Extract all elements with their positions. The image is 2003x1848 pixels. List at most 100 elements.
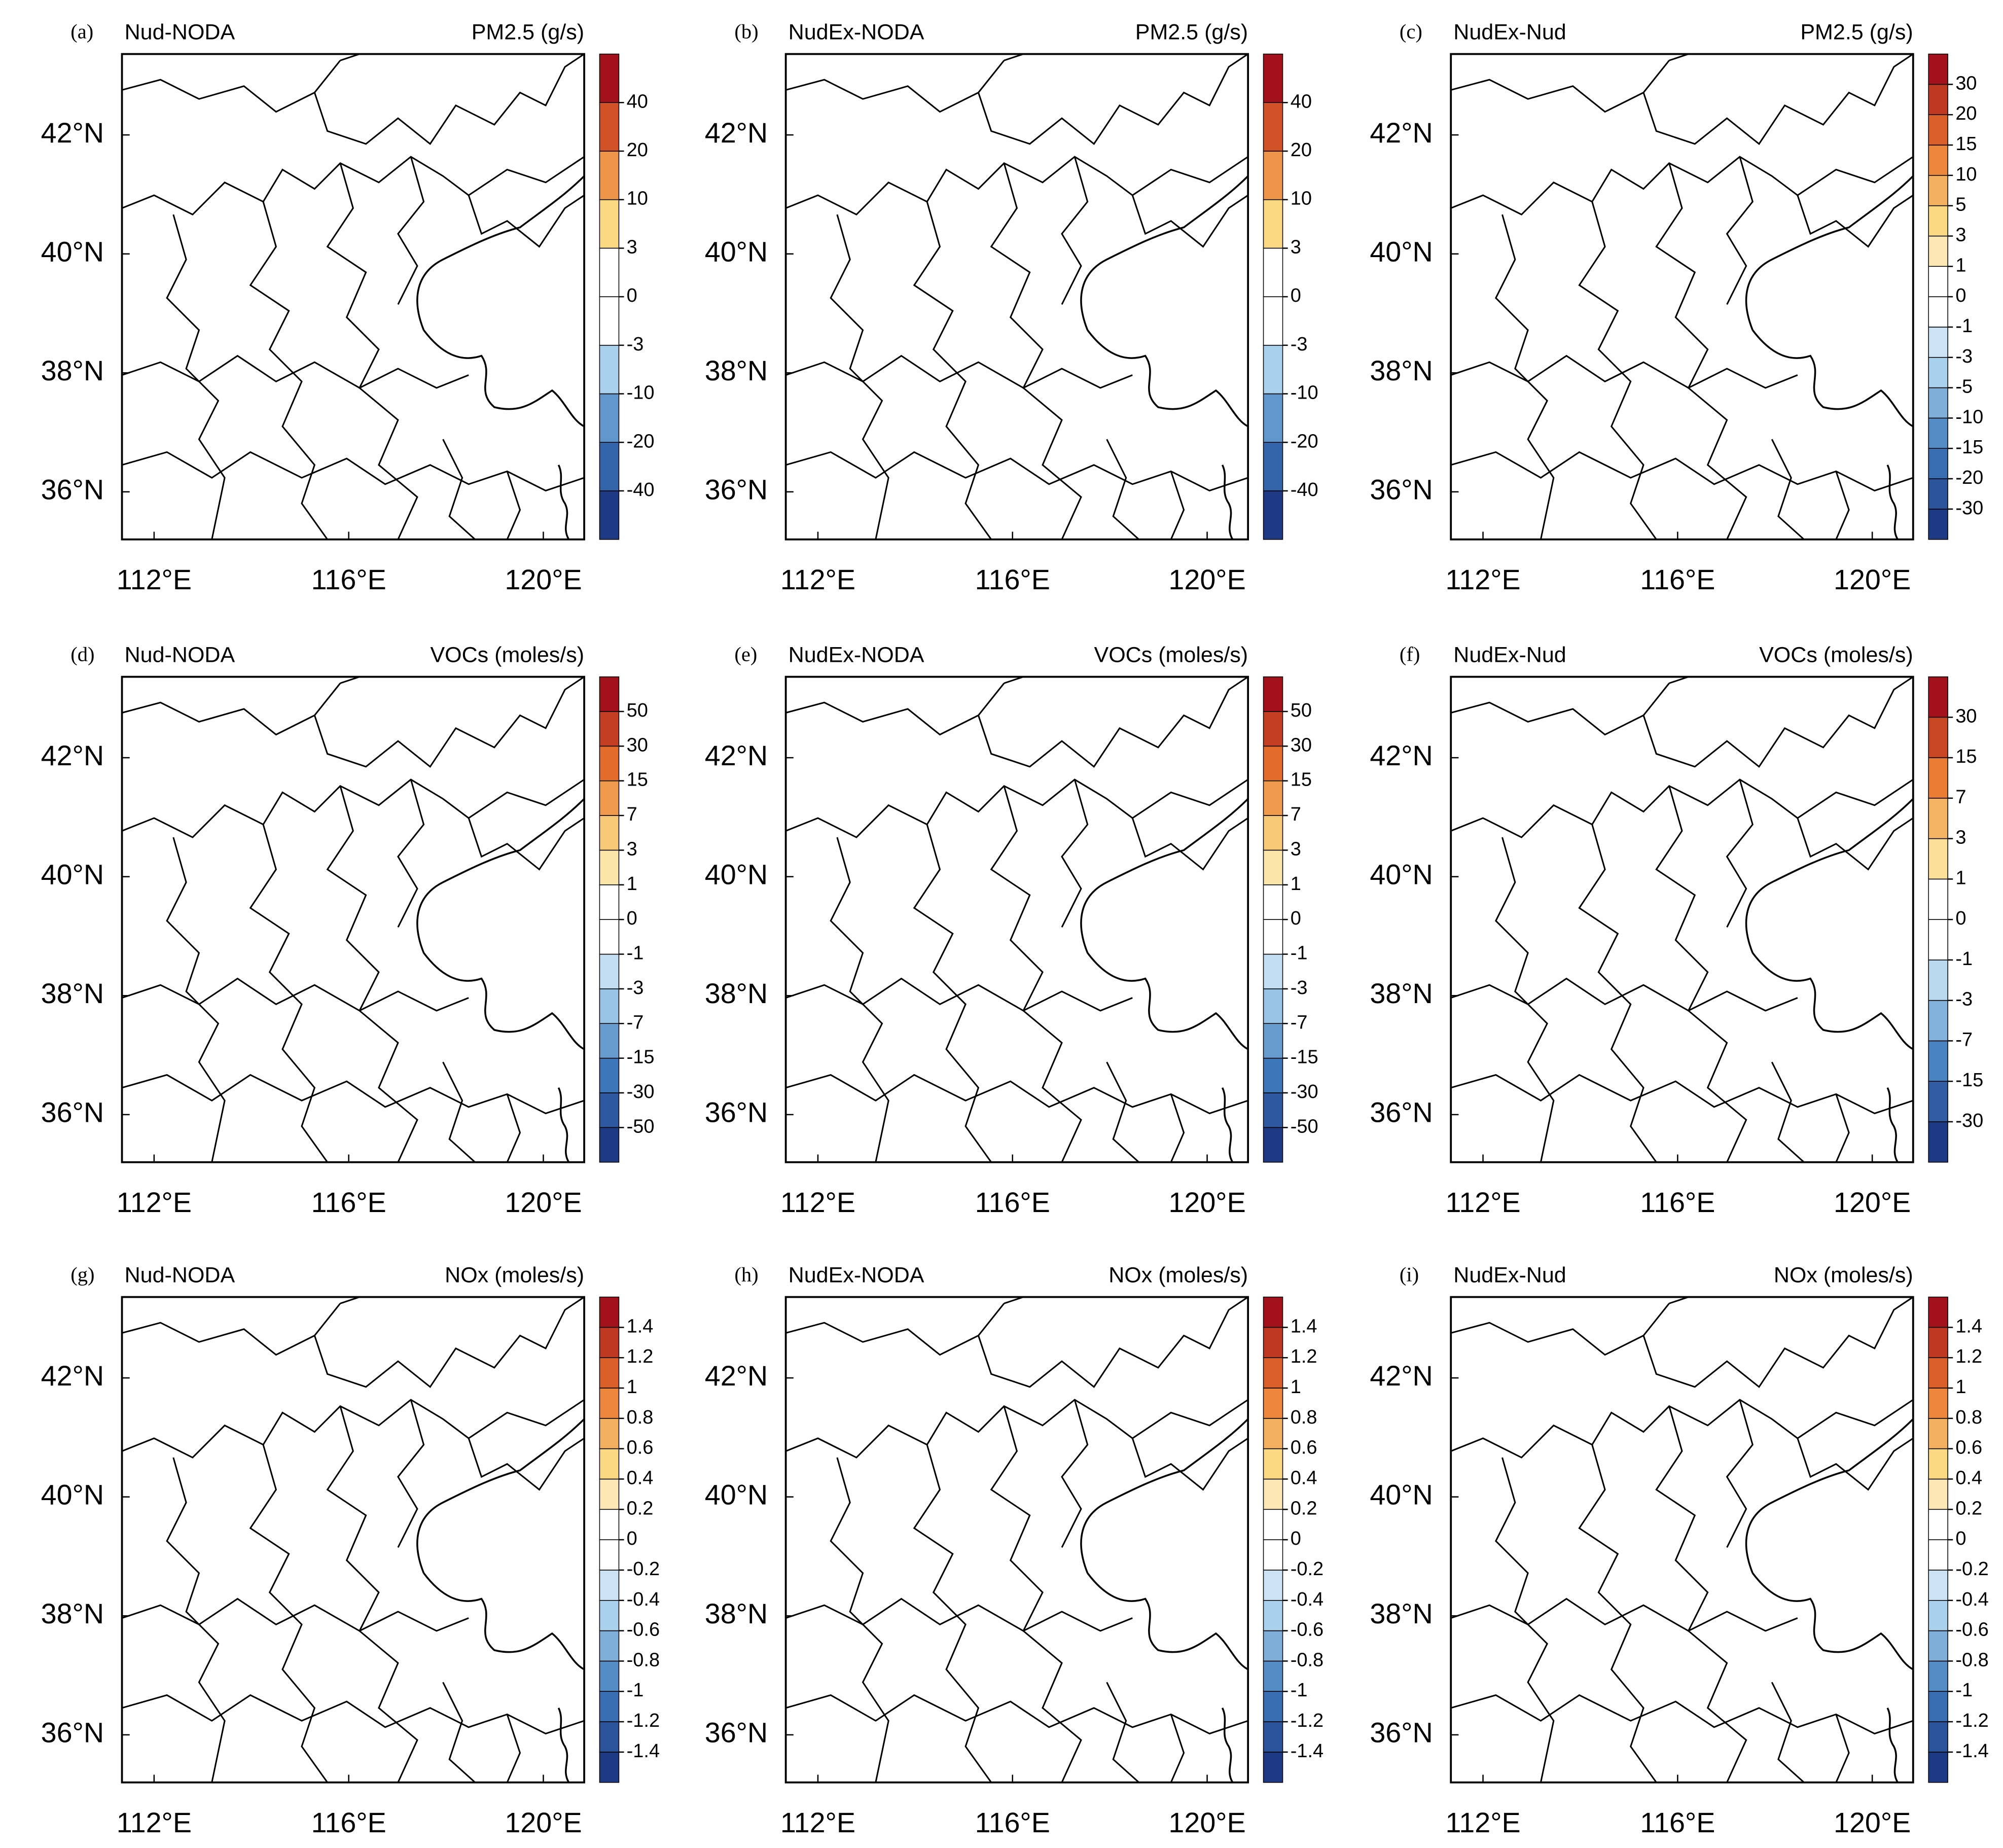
colorbar-label: -0.8 <box>627 1649 660 1671</box>
colorbar-label: -1.2 <box>1291 1710 1324 1731</box>
colorbar-box <box>1928 417 1948 449</box>
colorbar-box <box>599 345 620 395</box>
lat-tick-label: 38°N <box>41 355 104 386</box>
map-frame <box>784 1296 1249 1784</box>
panel-left-title: NudEx-NODA <box>789 1263 924 1287</box>
colorbar-box <box>1928 959 1948 1001</box>
lat-tick-label: 38°N <box>705 978 768 1009</box>
colorbar-label: -0.6 <box>1291 1619 1324 1641</box>
colorbar-box <box>1928 145 1948 176</box>
colorbar-box <box>599 1357 620 1389</box>
colorbar-label: 0 <box>1955 908 1966 929</box>
colorbar-label: -50 <box>627 1116 655 1137</box>
lat-tick-label: 40°N <box>705 859 768 890</box>
lat-tick-label: 38°N <box>41 1598 104 1629</box>
lon-tick-label: 116°E <box>311 564 386 595</box>
colorbar-box <box>1928 1040 1948 1082</box>
colorbar-box <box>1263 849 1283 885</box>
map-frame <box>1450 53 1914 541</box>
colorbar-box <box>599 1057 620 1093</box>
lat-tick-label: 38°N <box>1370 1598 1433 1629</box>
map-frame <box>121 1296 585 1784</box>
colorbar-label: 7 <box>1291 804 1301 825</box>
panel-right-title: NOx (moles/s) <box>1108 1263 1248 1287</box>
colorbar-label: -10 <box>1955 406 1983 428</box>
colorbar-box <box>1263 1721 1283 1753</box>
colorbar-label: -30 <box>1291 1081 1318 1103</box>
colorbar-label: 7 <box>1955 787 1966 808</box>
panel-right-title: NOx (moles/s) <box>1774 1263 1913 1287</box>
colorbar-label: 1.2 <box>1291 1346 1317 1367</box>
colorbar-box <box>1928 919 1948 961</box>
colorbar-box <box>599 1570 620 1601</box>
colorbar-label: -1 <box>1955 948 1973 970</box>
colorbar-box <box>1928 387 1948 419</box>
colorbar-box <box>599 780 620 816</box>
colorbar-label: 0 <box>1955 285 1966 306</box>
panel-label: (f) <box>1400 643 1420 665</box>
colorbar-label: 1.4 <box>1955 1316 1982 1337</box>
lon-tick-label: 116°E <box>1640 1807 1715 1838</box>
colorbar-box <box>1928 1478 1948 1510</box>
lon-tick-label: 120°E <box>1168 564 1245 595</box>
colorbar-box <box>1263 919 1283 955</box>
colorbar-label: -15 <box>1291 1047 1318 1068</box>
colorbar-label: 30 <box>1291 734 1312 756</box>
colorbar-label: 1.4 <box>627 1316 654 1337</box>
colorbar-label: 0 <box>1291 1528 1301 1549</box>
colorbar-box <box>1928 1721 1948 1753</box>
colorbar-box <box>599 1600 620 1631</box>
colorbar-box <box>1928 1448 1948 1480</box>
colorbar-box <box>1928 878 1948 920</box>
colorbar-label: 1 <box>1955 1376 1966 1398</box>
colorbar-box <box>1263 1630 1283 1662</box>
map-borders <box>784 676 1249 1163</box>
colorbar-label: -7 <box>627 1012 644 1033</box>
colorbar-label: 15 <box>1291 769 1312 791</box>
colorbar-box <box>1928 509 1948 540</box>
lat-tick-label: 38°N <box>41 978 104 1009</box>
colorbar-box <box>1928 717 1948 758</box>
panel: (e) NudEx-NODA VOCs (moles/s) 36°N 38°N 40°N 4… <box>705 643 1318 1218</box>
colorbar-label: 15 <box>1955 133 1977 155</box>
colorbar-box <box>1263 1752 1283 1783</box>
panel: (a) Nud-NODA PM2.5 (g/s) 36°N 38°N 40°N 42°N 11… <box>41 20 655 595</box>
colorbar-box <box>599 1023 620 1059</box>
colorbar-label: -1 <box>627 943 644 964</box>
colorbar-label: 30 <box>1955 73 1977 94</box>
colorbar-box <box>599 1327 620 1358</box>
colorbar-label: 10 <box>1291 188 1312 209</box>
colorbar-label: 40 <box>627 91 648 112</box>
colorbar-box <box>1263 780 1283 816</box>
lon-tick-label: 116°E <box>975 564 1050 595</box>
panel-label: (g) <box>70 1263 94 1286</box>
lon-tick-label: 120°E <box>1834 1187 1911 1218</box>
colorbar-label: 3 <box>1955 827 1966 848</box>
colorbar-label: 0.4 <box>1291 1468 1317 1489</box>
colorbar-box <box>1928 84 1948 115</box>
panel-left-title: NudEx-Nud <box>1453 643 1566 667</box>
colorbar-label: -20 <box>627 431 655 452</box>
colorbar-label: 10 <box>627 188 648 209</box>
colorbar-box <box>1928 798 1948 839</box>
colorbar-box <box>1263 345 1283 395</box>
panel-right-title: VOCs (moles/s) <box>1759 643 1913 667</box>
colorbar-box <box>1928 53 1948 85</box>
colorbar-label: 1.2 <box>627 1346 654 1367</box>
panel-right-title: VOCs (moles/s) <box>1094 643 1248 667</box>
colorbar-label: -3 <box>627 977 644 999</box>
colorbar-box <box>1928 1570 1948 1601</box>
colorbar-box <box>1928 327 1948 358</box>
colorbar-box <box>1928 1327 1948 1358</box>
colorbar-box <box>599 1418 620 1449</box>
colorbar-box <box>1263 988 1283 1024</box>
lon-tick-label: 116°E <box>975 1807 1050 1838</box>
colorbar-label: -7 <box>1955 1029 1973 1050</box>
panel-right-title: PM2.5 (g/s) <box>1800 20 1913 44</box>
lat-tick-label: 42°N <box>705 740 768 771</box>
colorbar-label: 50 <box>627 700 648 721</box>
colorbar-label: -0.4 <box>627 1589 660 1610</box>
colorbar-label: 40 <box>1291 91 1312 112</box>
panel-label: (e) <box>734 643 757 665</box>
